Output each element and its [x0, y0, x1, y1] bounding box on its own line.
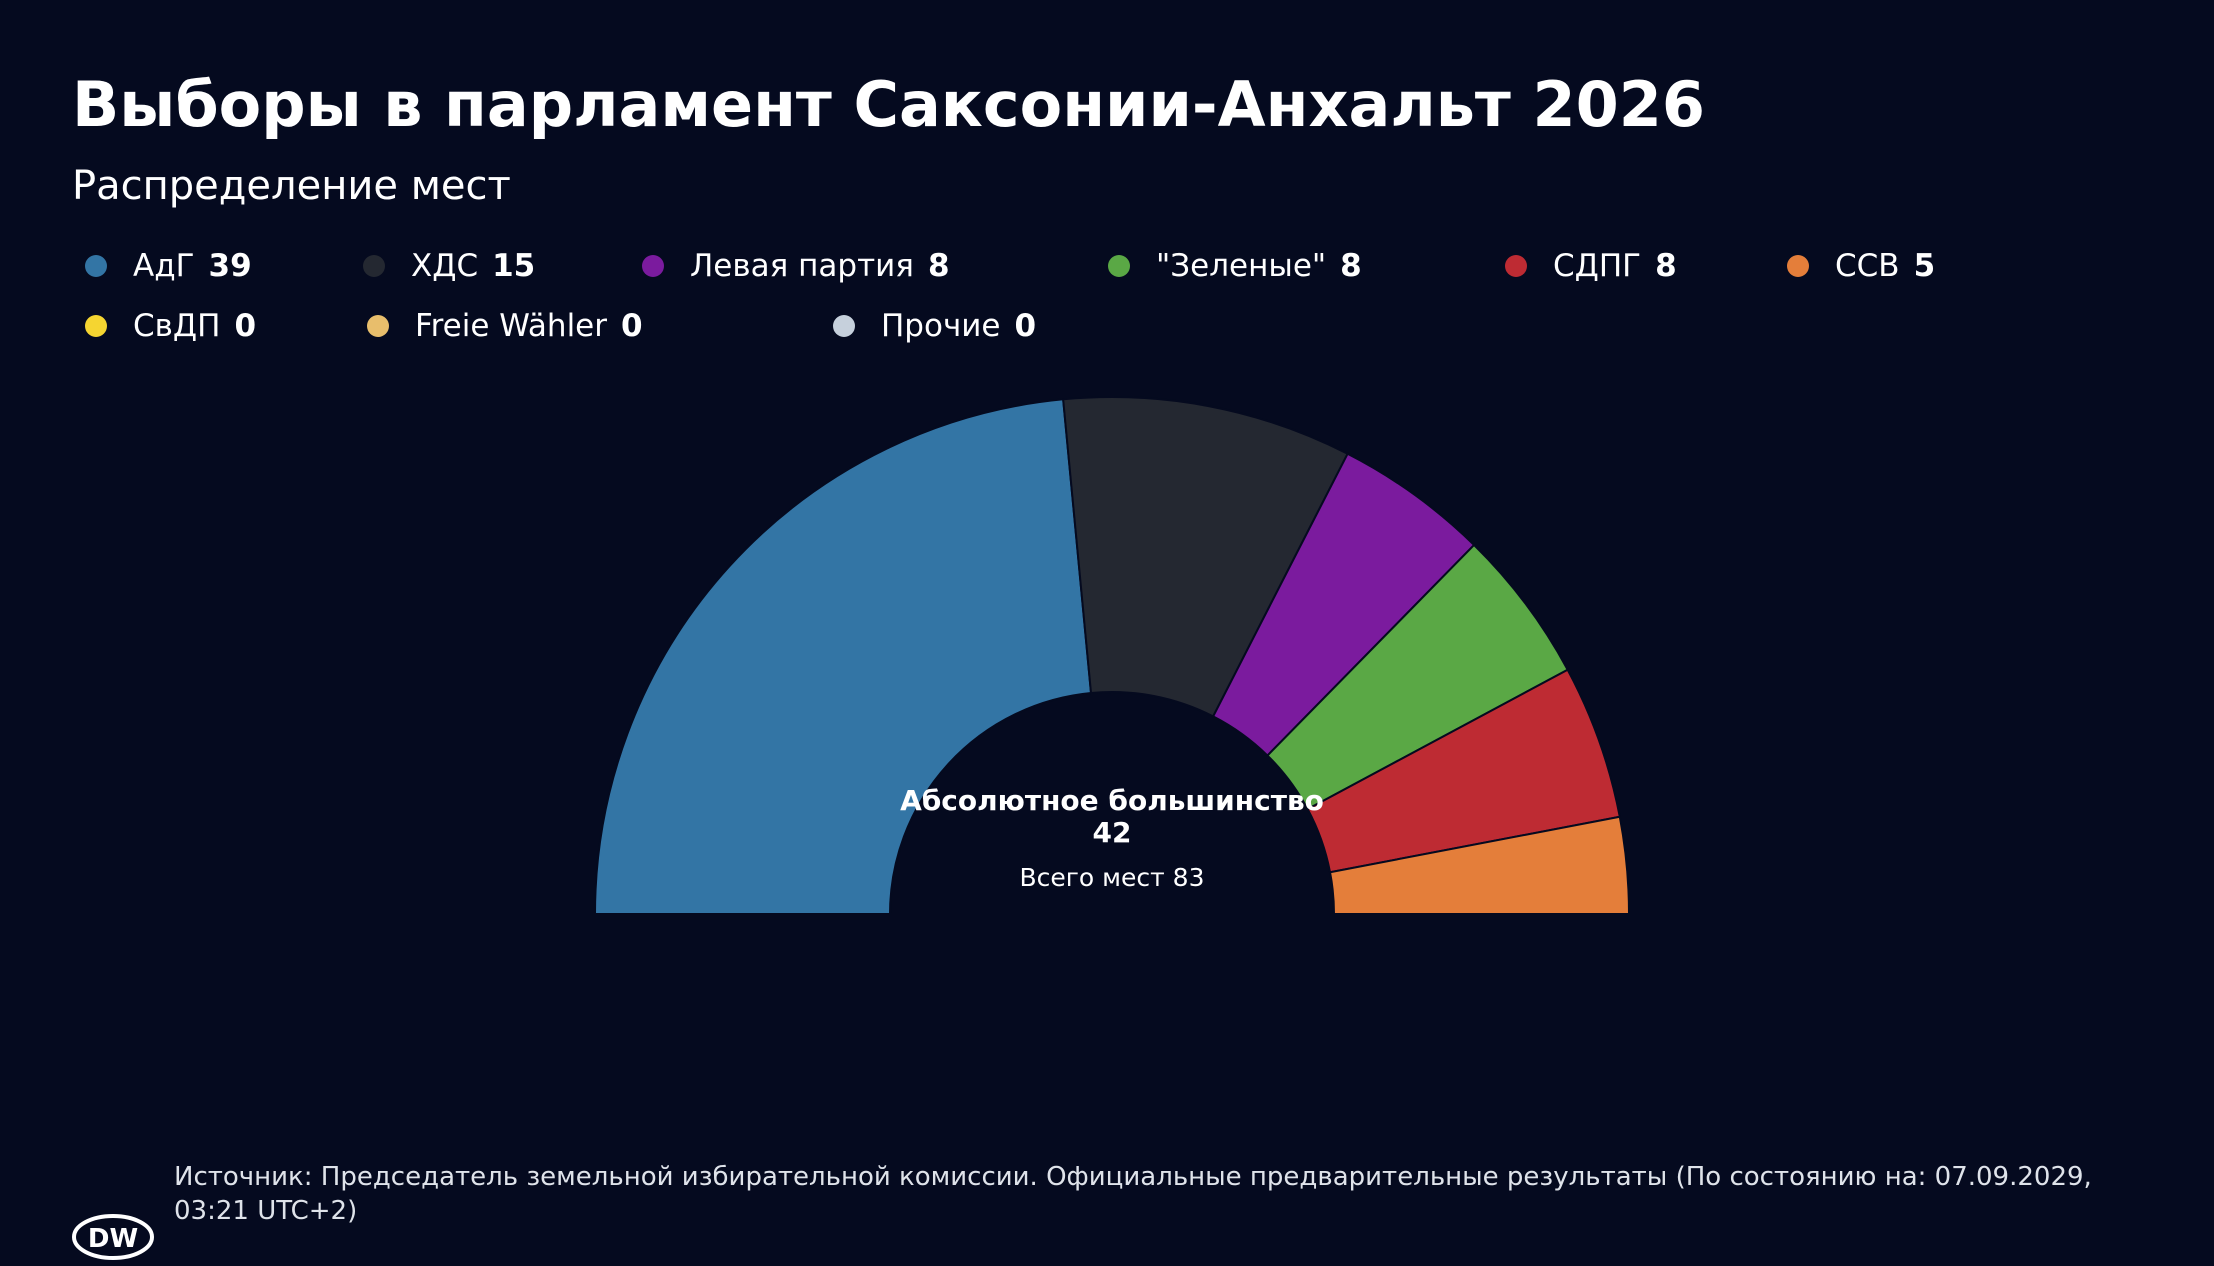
legend-item: Прочие 0	[833, 308, 1036, 344]
total-label: Всего мест	[1020, 863, 1165, 892]
legend-label: Прочие	[881, 308, 1001, 344]
legend-label: СвДП	[133, 308, 221, 344]
legend-swatch	[1505, 255, 1527, 277]
legend-item: АдГ 39	[85, 248, 252, 284]
legend-item: СвДП 0	[85, 308, 256, 344]
legend-item: "Зеленые" 8	[1108, 248, 1362, 284]
legend-label: АдГ	[133, 248, 195, 284]
legend-value: 0	[234, 308, 257, 344]
legend-label: ССВ	[1835, 248, 1900, 284]
legend-value: 0	[621, 308, 643, 344]
legend-value: 8	[927, 248, 950, 284]
legend-swatch	[1787, 255, 1809, 277]
slice	[1062, 396, 1349, 718]
dw-logo: DW	[72, 1214, 154, 1260]
legend-swatch	[1108, 255, 1130, 277]
slices	[593, 396, 1631, 915]
majority-label: Абсолютное большинство	[900, 784, 1324, 817]
legend-value: 39	[208, 248, 252, 284]
legend-item: Левая партия 8	[642, 248, 950, 284]
legend-swatch	[367, 315, 389, 337]
legend-swatch	[85, 255, 107, 277]
legend-swatch	[833, 315, 855, 337]
legend-item: ХДС 15	[363, 248, 535, 284]
legend-swatch	[85, 315, 107, 337]
slice	[593, 398, 1093, 915]
chart-title: Выборы в парламент Саксонии-Анхальт 2026	[72, 68, 1706, 141]
source-note: Источник: Председатель земельной избират…	[174, 1162, 2092, 1226]
total-text: Всего мест 83	[1020, 863, 1205, 892]
legend-label: Левая партия	[690, 248, 914, 284]
legend-item: СДПГ 8	[1505, 248, 1677, 284]
legend-item: Freie Wähler 0	[367, 308, 643, 344]
legend-value: 5	[1913, 248, 1936, 284]
legend-item: ССВ 5	[1787, 248, 1935, 284]
total-value: 83	[1173, 863, 1205, 892]
legend-label: ХДС	[411, 248, 479, 284]
legend-value: 15	[492, 248, 536, 284]
legend-label: "Зеленые"	[1156, 248, 1327, 284]
legend-label: СДПГ	[1553, 248, 1642, 284]
legend-value: 0	[1014, 308, 1037, 344]
legend-label: Freie Wähler	[415, 308, 607, 344]
legend-value: 8	[1340, 248, 1362, 284]
legend-swatch	[642, 255, 664, 277]
chart-subtitle: Распределение мест	[72, 163, 511, 209]
majority-value: 42	[1093, 816, 1132, 849]
legend-swatch	[363, 255, 385, 277]
svg-text:DW: DW	[88, 1224, 138, 1254]
legend-value: 8	[1655, 248, 1677, 284]
